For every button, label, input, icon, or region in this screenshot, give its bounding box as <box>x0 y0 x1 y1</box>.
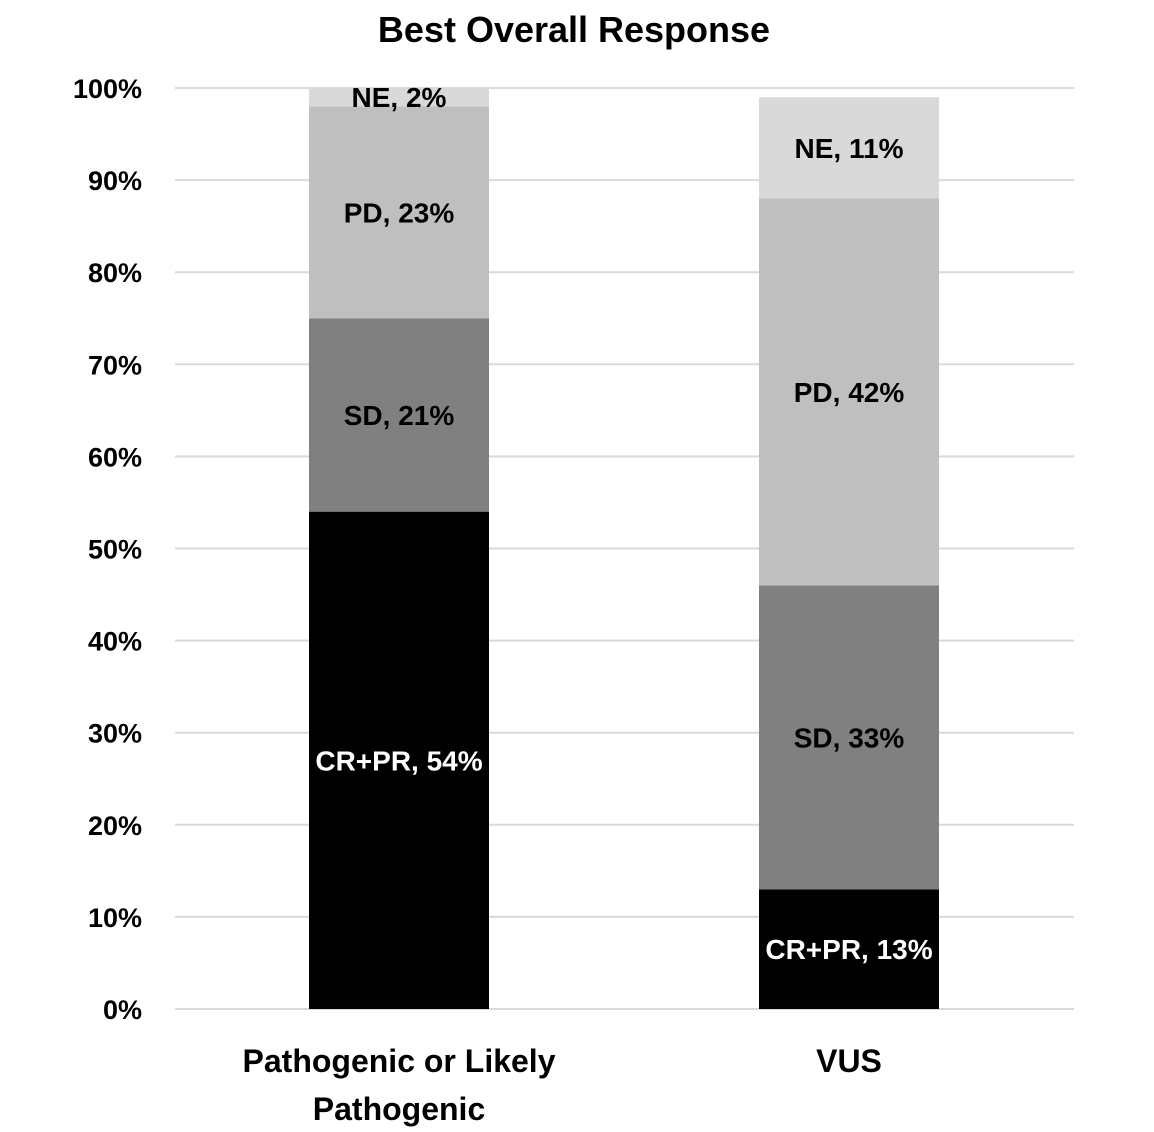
y-axis-ticks: 0% 10% 20% 30% 40% 50% 60% 70% 80% 90% 100% <box>73 74 142 1025</box>
bars <box>309 88 939 1009</box>
data-label: CR+PR, 13% <box>765 934 932 965</box>
chart-title: Best Overall Response <box>378 9 770 50</box>
data-label: NE, 11% <box>795 133 904 164</box>
bar-segment-pd <box>309 106 489 319</box>
bar-segment-pd <box>759 198 939 586</box>
data-label: PD, 23% <box>344 197 455 228</box>
y-tick-label: 100% <box>73 74 142 104</box>
bar-segment-ne <box>309 88 489 107</box>
y-tick-label: 80% <box>88 258 142 288</box>
bar-segment-cr-pr <box>309 511 489 1009</box>
y-tick-label: 30% <box>88 719 142 749</box>
y-tick-label: 10% <box>88 903 142 933</box>
y-tick-label: 60% <box>88 442 142 472</box>
data-label: PD, 42% <box>794 377 905 408</box>
data-label: CR+PR, 54% <box>315 745 482 776</box>
bar-segment-cr-pr <box>759 889 939 1009</box>
y-tick-label: 70% <box>88 350 142 380</box>
bar-segment-sd <box>309 318 489 512</box>
x-category-label: Pathogenic <box>313 1091 485 1127</box>
x-axis-categories: Pathogenic or Likely Pathogenic VUS <box>243 1043 882 1127</box>
y-tick-label: 50% <box>88 535 142 565</box>
data-label: NE, 2% <box>352 82 447 113</box>
bar-segment-ne <box>759 97 939 199</box>
x-category-label: Pathogenic or Likely <box>243 1043 556 1079</box>
bar-segment-sd <box>759 585 939 890</box>
data-label: SD, 33% <box>794 722 905 753</box>
y-tick-label: 40% <box>88 627 142 657</box>
y-tick-label: 90% <box>88 166 142 196</box>
x-category-label: VUS <box>816 1043 882 1079</box>
y-tick-label: 0% <box>103 995 142 1025</box>
y-tick-label: 20% <box>88 811 142 841</box>
data-label: SD, 21% <box>344 400 455 431</box>
data-labels: CR+PR, 54% SD, 21% PD, 23% NE, 2% CR+PR, 13%… <box>315 82 932 965</box>
